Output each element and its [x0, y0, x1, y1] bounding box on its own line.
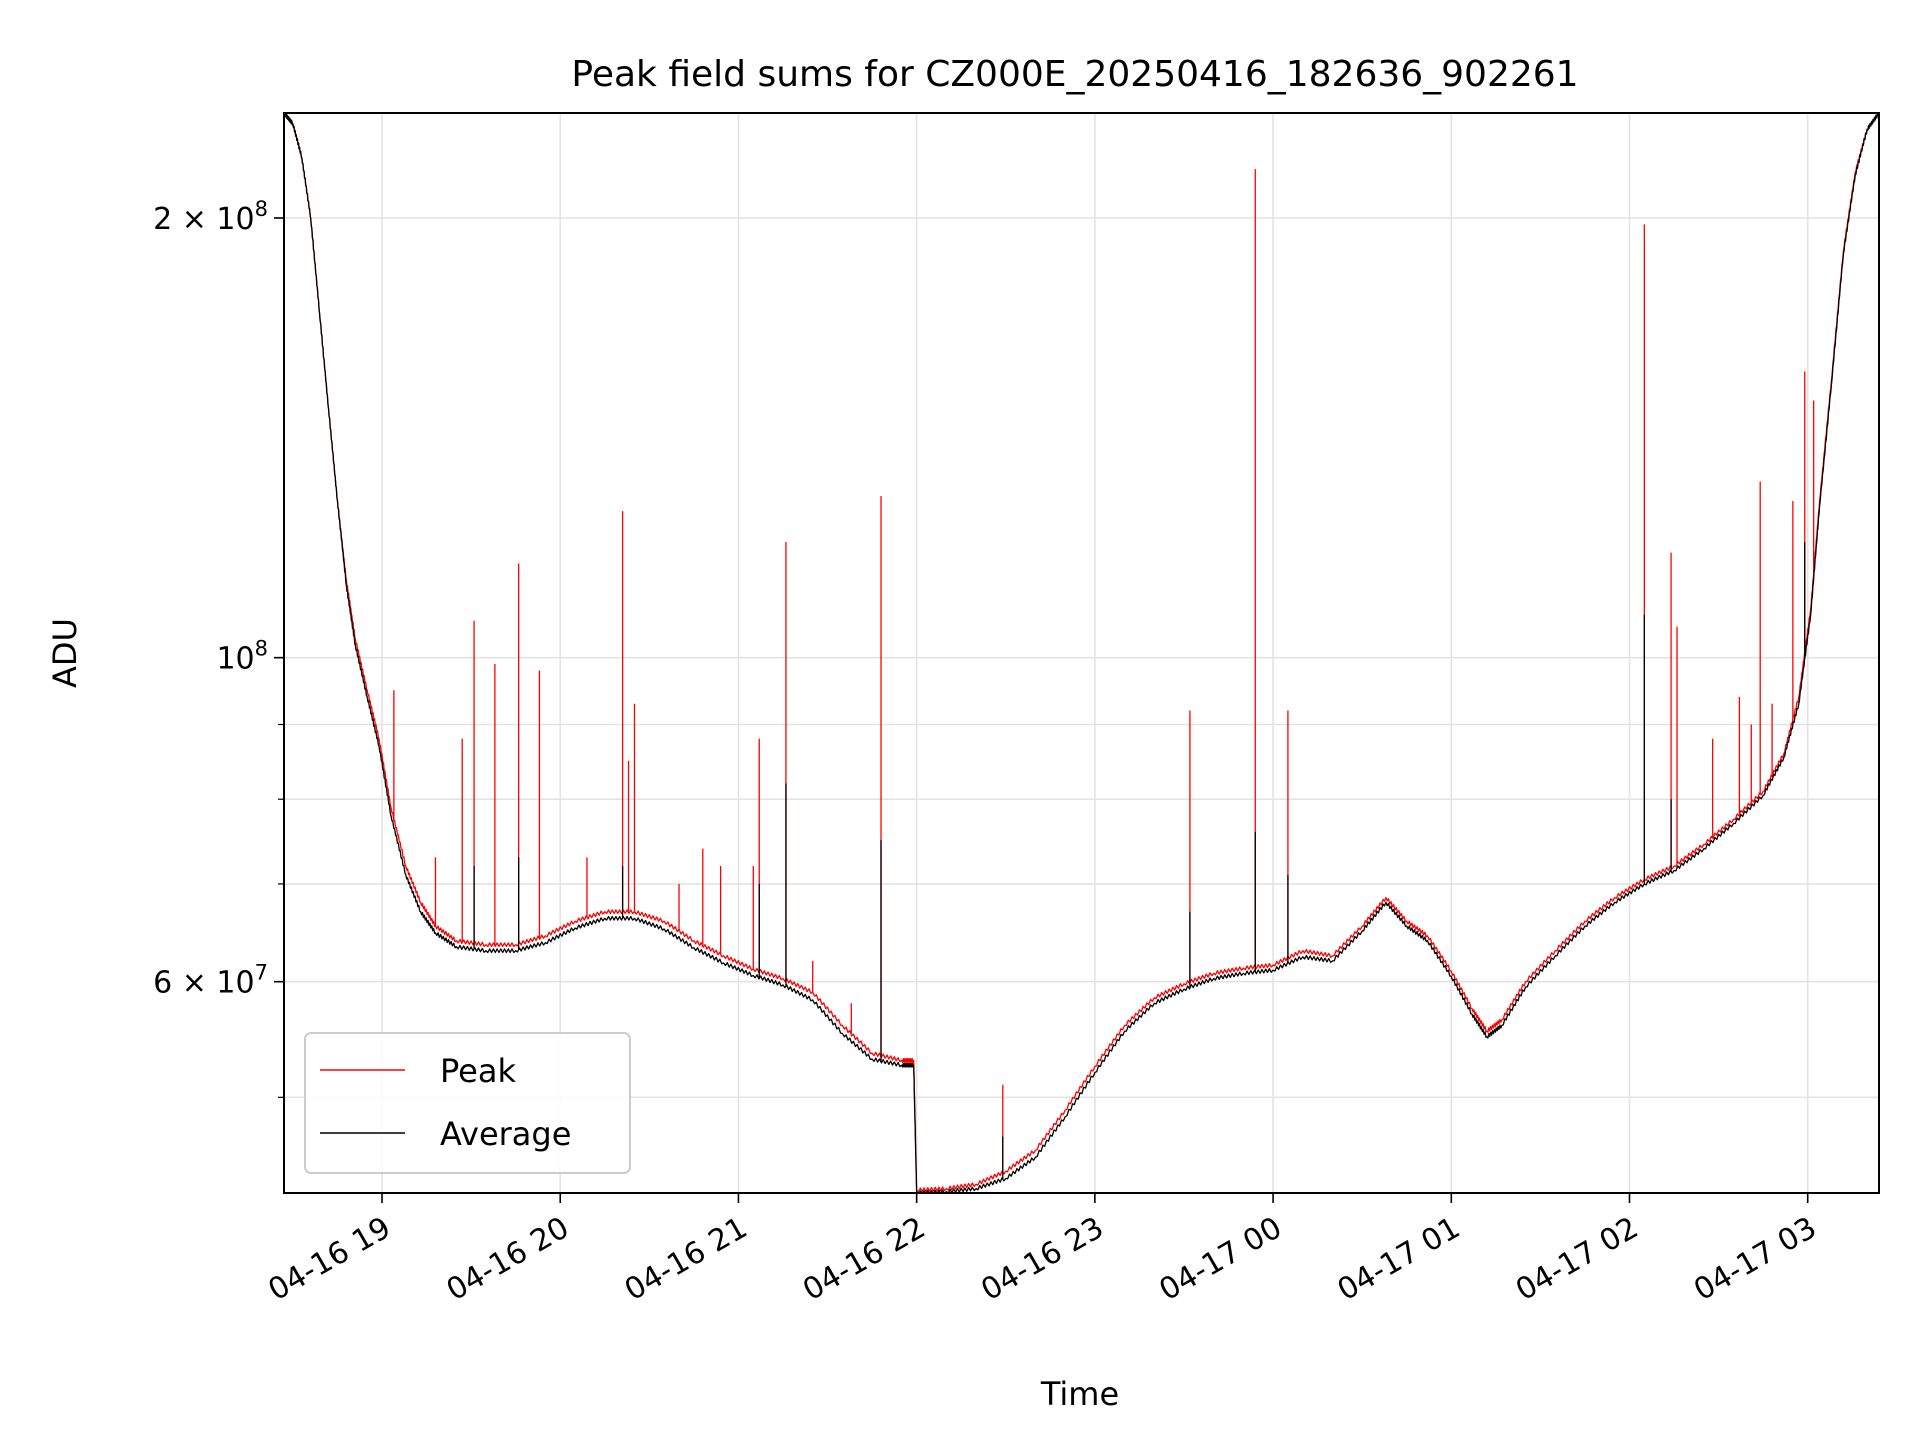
- series-line-average: [284, 113, 1879, 1193]
- legend-label-average: Average: [440, 1115, 571, 1153]
- legend: Peak Average: [304, 1032, 631, 1174]
- series-average: [284, 113, 1879, 1193]
- y-tick-label: 6 × 107: [153, 961, 268, 1001]
- plot-area: [284, 113, 1879, 1193]
- legend-box: [304, 1032, 631, 1174]
- series-line-peak: [284, 113, 1879, 1193]
- chart-title: Peak field sums for CZ000E_20250416_1826…: [571, 54, 1578, 95]
- y-axis-label: ADU: [46, 618, 84, 688]
- plot-frame: [283, 112, 1880, 1194]
- legend-label-peak: Peak: [440, 1052, 516, 1090]
- x-axis-label: Time: [1040, 1375, 1119, 1413]
- grid-lines: [284, 113, 1879, 1193]
- series-peak: [284, 113, 1879, 1193]
- y-tick-label: 2 × 108: [153, 197, 268, 237]
